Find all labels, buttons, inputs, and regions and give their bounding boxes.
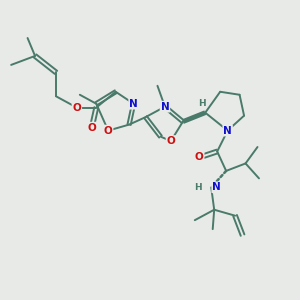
Text: O: O xyxy=(104,126,112,136)
Text: O: O xyxy=(73,103,81,112)
Text: N: N xyxy=(129,99,138,109)
Text: O: O xyxy=(195,152,204,163)
Text: O: O xyxy=(167,136,175,146)
Text: N: N xyxy=(160,102,169,112)
Text: O: O xyxy=(87,123,96,133)
Text: H: H xyxy=(198,99,206,108)
Text: N: N xyxy=(223,126,232,136)
Text: N: N xyxy=(212,182,221,192)
Text: H: H xyxy=(194,183,202,192)
